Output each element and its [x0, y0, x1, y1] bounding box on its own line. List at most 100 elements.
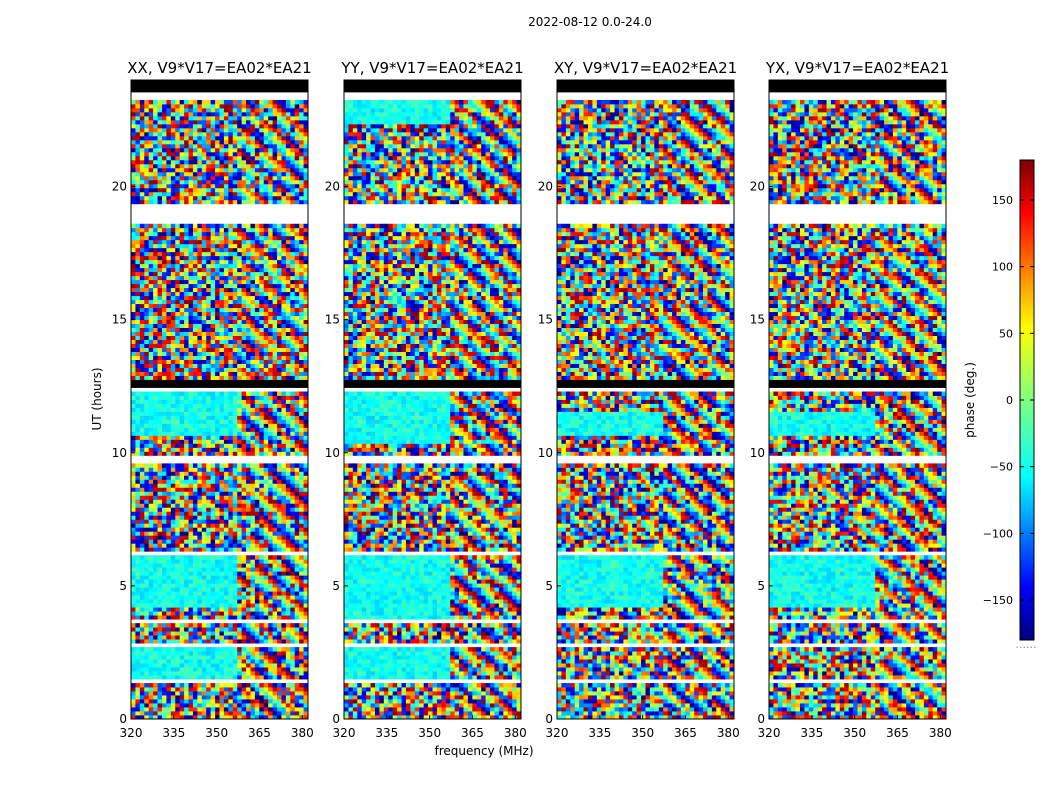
heatmap-cell	[188, 191, 194, 197]
heatmap-cell	[144, 703, 150, 708]
heatmap-cell	[237, 303, 243, 309]
heatmap-cell	[179, 327, 185, 333]
heatmap-cell	[219, 235, 225, 241]
heatmap-cell	[237, 231, 243, 237]
heatmap-cell	[263, 639, 269, 644]
heatmap-cell	[281, 323, 287, 329]
heatmap-cell	[277, 347, 282, 352]
heatmap-cell	[246, 419, 251, 424]
heatmap-cell	[294, 395, 300, 400]
heatmap-cell	[285, 171, 291, 177]
heatmap-cell	[210, 327, 216, 333]
heatmap-cell	[228, 239, 234, 245]
heatmap-cell	[290, 267, 296, 273]
heatmap-cell	[161, 671, 167, 676]
heatmap-cell	[277, 695, 282, 700]
heatmap-cell	[232, 431, 238, 436]
heatmap-cell	[148, 471, 154, 476]
heatmap-cell	[135, 655, 141, 660]
heatmap-cell	[246, 283, 251, 289]
heatmap-cell	[201, 327, 207, 333]
heatmap-cell	[148, 587, 154, 592]
heatmap-cell	[237, 239, 243, 245]
heatmap-cell	[294, 351, 300, 356]
heatmap-cell	[153, 299, 158, 305]
heatmap-cell	[131, 431, 136, 436]
heatmap-cell	[277, 503, 282, 508]
heatmap-cell	[175, 403, 181, 408]
heatmap-cell	[237, 511, 243, 516]
heatmap-cell	[179, 507, 185, 512]
heatmap-cell	[254, 267, 260, 273]
heatmap-cell	[246, 595, 251, 600]
heatmap-cell	[192, 647, 198, 652]
heatmap-cell	[175, 267, 181, 273]
heatmap-cell	[166, 547, 172, 552]
heatmap-cell	[268, 663, 273, 668]
heatmap-cell	[192, 639, 198, 644]
heatmap-cell	[131, 535, 136, 540]
heatmap-cell	[232, 491, 238, 496]
heatmap-cell	[139, 535, 145, 540]
heatmap-cell	[259, 431, 265, 436]
heatmap-cell	[232, 567, 238, 572]
heatmap-cell	[148, 443, 154, 448]
heatmap-cell	[268, 231, 273, 237]
heatmap-cell	[161, 355, 167, 360]
heatmap-cell	[188, 535, 194, 540]
heatmap-cell	[241, 715, 247, 720]
heatmap-cell	[299, 611, 304, 616]
heatmap-cell	[281, 667, 287, 672]
heatmap-cell	[299, 183, 304, 189]
heatmap-cell	[250, 663, 256, 668]
heatmap-cell	[290, 579, 296, 584]
heatmap-cell	[250, 223, 256, 229]
heatmap-cell	[188, 259, 194, 265]
heatmap-cell	[263, 595, 269, 600]
heatmap-cell	[170, 511, 176, 516]
heatmap-cell	[246, 683, 251, 688]
heatmap-cell	[241, 499, 247, 504]
heatmap-cell	[197, 487, 203, 492]
heatmap-cell	[272, 299, 278, 305]
heatmap-cell	[179, 463, 185, 468]
heatmap-cell	[237, 695, 243, 700]
heatmap-cell	[237, 475, 243, 480]
heatmap-cell	[290, 531, 296, 536]
heatmap-cell	[263, 371, 269, 376]
heatmap-cell	[210, 323, 216, 329]
heatmap-cell	[303, 707, 309, 712]
heatmap-cell	[148, 247, 154, 253]
heatmap-cell	[153, 615, 158, 620]
heatmap-cell	[175, 523, 181, 528]
heatmap-cell	[246, 435, 251, 440]
heatmap-cell	[263, 267, 269, 273]
heatmap-cell	[299, 343, 304, 348]
heatmap-cell	[285, 467, 291, 472]
heatmap-cell	[241, 367, 247, 372]
heatmap-cell	[285, 179, 291, 185]
heatmap-cell	[215, 491, 220, 496]
heatmap-cell	[175, 527, 181, 532]
heatmap-cell	[263, 479, 269, 484]
heatmap-cell	[281, 543, 287, 548]
heatmap-cell	[219, 511, 225, 516]
heatmap-cell	[259, 703, 265, 708]
heatmap-cell	[285, 587, 291, 592]
heatmap-cell	[144, 351, 150, 356]
heatmap-cell	[192, 427, 198, 432]
heatmap-cell	[148, 291, 154, 297]
heatmap-cell	[210, 479, 216, 484]
heatmap-cell	[153, 503, 158, 508]
heatmap-cell	[294, 647, 300, 652]
heatmap-cell	[285, 499, 291, 504]
heatmap-cell	[135, 339, 141, 344]
heatmap-cell	[246, 467, 251, 472]
heatmap-cell	[153, 479, 158, 484]
heatmap-cell	[139, 235, 145, 241]
heatmap-cell	[135, 495, 141, 500]
heatmap-cell	[148, 615, 154, 620]
heatmap-cell	[250, 391, 256, 396]
heatmap-cell	[259, 575, 265, 580]
heatmap-cell	[241, 603, 247, 608]
